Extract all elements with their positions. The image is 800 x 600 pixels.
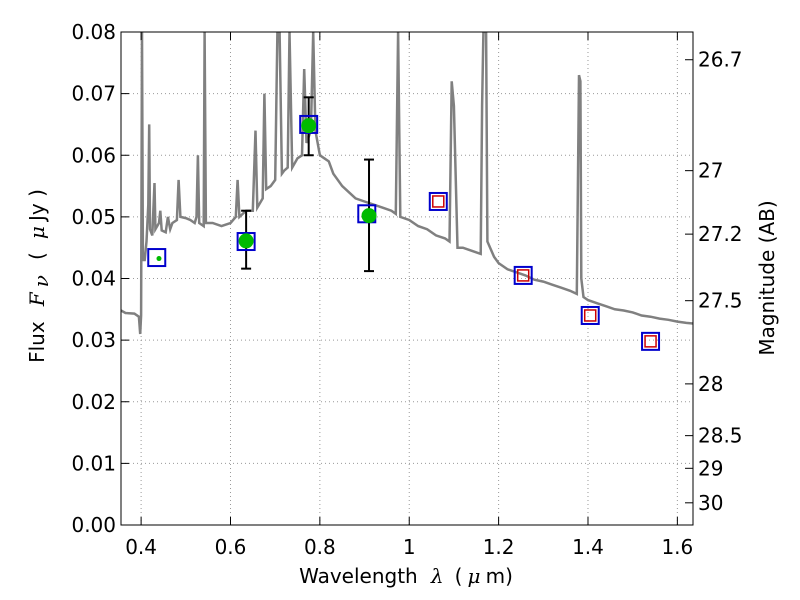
y2-axis-label: Magnitude (AB) <box>755 200 779 355</box>
x-tick-label: 0.8 <box>304 535 336 559</box>
y-tick-label: 0.08 <box>71 20 116 44</box>
x-axis-label-unit-open: ( <box>455 564 463 588</box>
photometry-square <box>513 265 533 285</box>
measured-point <box>301 118 317 134</box>
y-tick-label: 0.03 <box>71 328 116 352</box>
small-marker <box>156 256 162 262</box>
x-tick-label: 1 <box>403 535 416 559</box>
model-square <box>516 269 530 282</box>
photometry-square <box>580 305 600 325</box>
x-tick-label: 1.6 <box>661 535 693 559</box>
measured-point <box>361 208 377 224</box>
y-tick-label: 0.05 <box>71 205 116 229</box>
y2-tick-label: 27.5 <box>698 289 743 313</box>
y-tick-label: 0.01 <box>71 451 116 475</box>
y-axis-label-unit-open: ( <box>25 252 49 260</box>
spectrum-layer <box>121 32 693 335</box>
y-tick-label: 0.04 <box>71 267 116 291</box>
y2-tick-label: 26.7 <box>698 48 743 72</box>
y-tick-label: 0.02 <box>71 390 116 414</box>
y-axis-label-symbol: F <box>25 291 49 307</box>
y-axis-label-unit-mu: μ <box>25 226 49 239</box>
model-square <box>644 335 657 348</box>
y2-tick-label: 29 <box>698 456 723 480</box>
photometry-square <box>236 232 256 252</box>
x-axis-label-unit-rest: m) <box>486 564 513 588</box>
y2-tick-label: 28.5 <box>698 424 743 448</box>
y-tick-label: 0.07 <box>71 82 116 106</box>
x-tick-label: 0.4 <box>125 535 157 559</box>
y-tick-label: 0.00 <box>71 513 116 537</box>
photometry-square <box>641 331 661 351</box>
x-tick-label: 1.4 <box>572 535 604 559</box>
y-axis-label-unit-rest: Jy ) <box>25 189 49 223</box>
y2-tick-label: 30 <box>698 491 723 515</box>
x-tick-label: 1.2 <box>483 535 515 559</box>
x-axis-label-symbol: λ <box>430 564 444 588</box>
grid-layer <box>121 31 693 526</box>
y-axis-label: Flux F ν ( μ Jy ) <box>25 189 53 363</box>
y2-tick-label: 28 <box>698 372 723 396</box>
y2-tick-label: 27.2 <box>698 222 743 246</box>
x-axis-label-prefix: Wavelength <box>299 564 418 588</box>
x-axis-label: Wavelength λ ( μ m) <box>299 564 513 588</box>
photometry-square <box>147 248 167 268</box>
y2-tick-label: 27 <box>698 159 723 183</box>
x-tick-label: 0.6 <box>215 535 247 559</box>
y-axis-label-prefix: Flux <box>25 321 49 363</box>
plot-frame <box>120 31 694 526</box>
ticks-layer: 0.4 0.6 0.8 1 1.2 1.4 1.6 0.00 0.01 0.02 0.03 0.04 0… <box>71 20 742 559</box>
measured-point <box>238 233 254 249</box>
y-tick-label: 0.06 <box>71 143 116 167</box>
model-square <box>583 309 597 322</box>
model-square <box>432 195 445 208</box>
photometry-square <box>428 191 448 211</box>
markers-layer <box>147 96 661 351</box>
y-axis-label-subscript: ν <box>29 275 53 287</box>
x-axis-label-unit-mu: μ <box>468 564 481 588</box>
spectrum-line <box>121 32 693 335</box>
